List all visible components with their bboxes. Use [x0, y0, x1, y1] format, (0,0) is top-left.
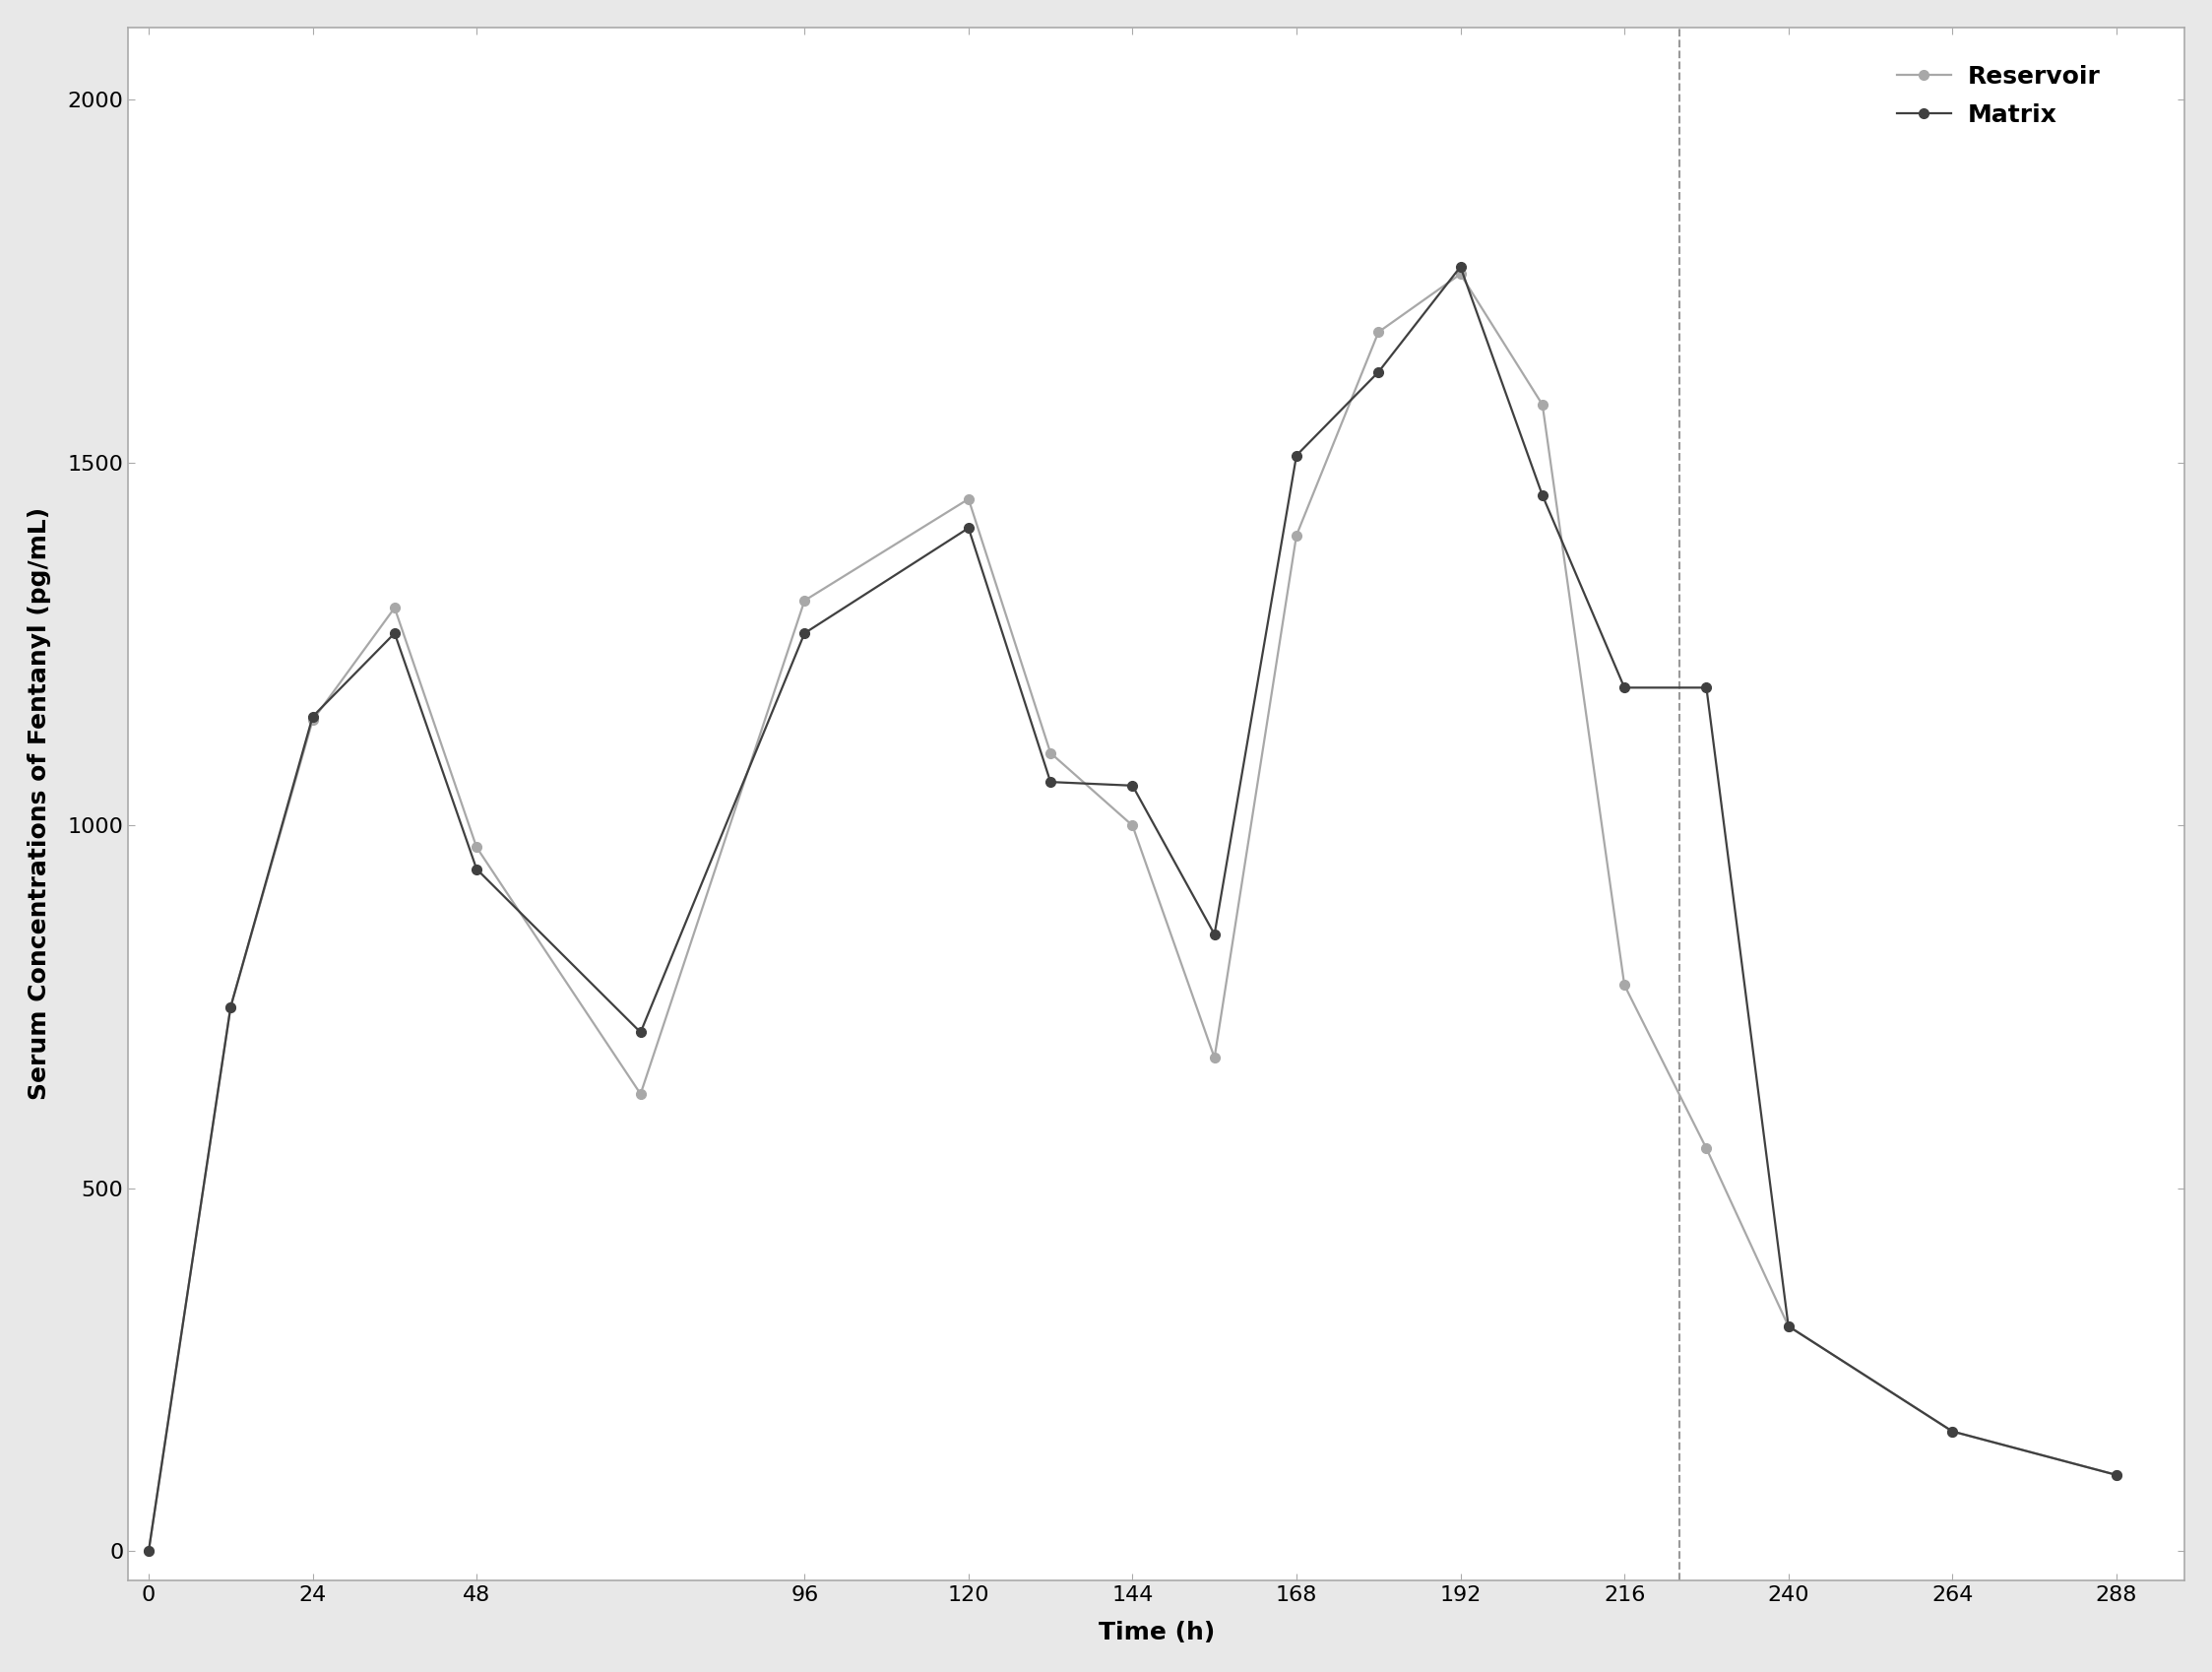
Reservoir	[1528, 395, 1555, 415]
Reservoir	[956, 488, 982, 508]
Matrix	[1037, 772, 1064, 793]
Matrix	[1610, 677, 1637, 697]
Legend: Reservoir, Matrix: Reservoir, Matrix	[1887, 55, 2110, 137]
Reservoir	[792, 590, 818, 610]
Reservoir	[380, 599, 407, 619]
Reservoir	[217, 997, 243, 1017]
Reservoir	[1037, 742, 1064, 762]
Y-axis label: Serum Concentrations of Fentanyl (pg/mL): Serum Concentrations of Fentanyl (pg/mL)	[27, 507, 51, 1100]
Matrix	[628, 1022, 655, 1042]
Matrix	[1692, 677, 1719, 697]
Reservoir	[1119, 816, 1146, 836]
Matrix	[792, 624, 818, 644]
Matrix	[2104, 1465, 2130, 1485]
Reservoir	[1774, 1316, 1801, 1336]
Matrix	[462, 859, 489, 879]
Matrix	[1283, 445, 1310, 465]
Matrix	[299, 707, 325, 727]
Reservoir	[1692, 1139, 1719, 1159]
Reservoir	[1940, 1421, 1966, 1441]
Matrix	[135, 1542, 161, 1562]
X-axis label: Time (h): Time (h)	[1097, 1622, 1214, 1645]
Reservoir	[462, 838, 489, 858]
Reservoir	[1283, 525, 1310, 545]
Reservoir	[1201, 1048, 1228, 1068]
Matrix	[217, 997, 243, 1017]
Matrix	[1528, 485, 1555, 505]
Matrix	[1201, 925, 1228, 945]
Reservoir	[1365, 323, 1391, 343]
Reservoir	[135, 1542, 161, 1562]
Line: Matrix: Matrix	[144, 263, 2121, 1557]
Matrix	[1447, 257, 1473, 278]
Matrix	[380, 624, 407, 644]
Reservoir	[1447, 264, 1473, 284]
Line: Reservoir: Reservoir	[144, 269, 2121, 1557]
Matrix	[1365, 361, 1391, 381]
Reservoir	[628, 1083, 655, 1104]
Matrix	[1774, 1316, 1801, 1336]
Reservoir	[1610, 975, 1637, 995]
Reservoir	[299, 711, 325, 731]
Matrix	[1119, 776, 1146, 796]
Reservoir	[2104, 1465, 2130, 1485]
Matrix	[1940, 1421, 1966, 1441]
Matrix	[956, 518, 982, 538]
